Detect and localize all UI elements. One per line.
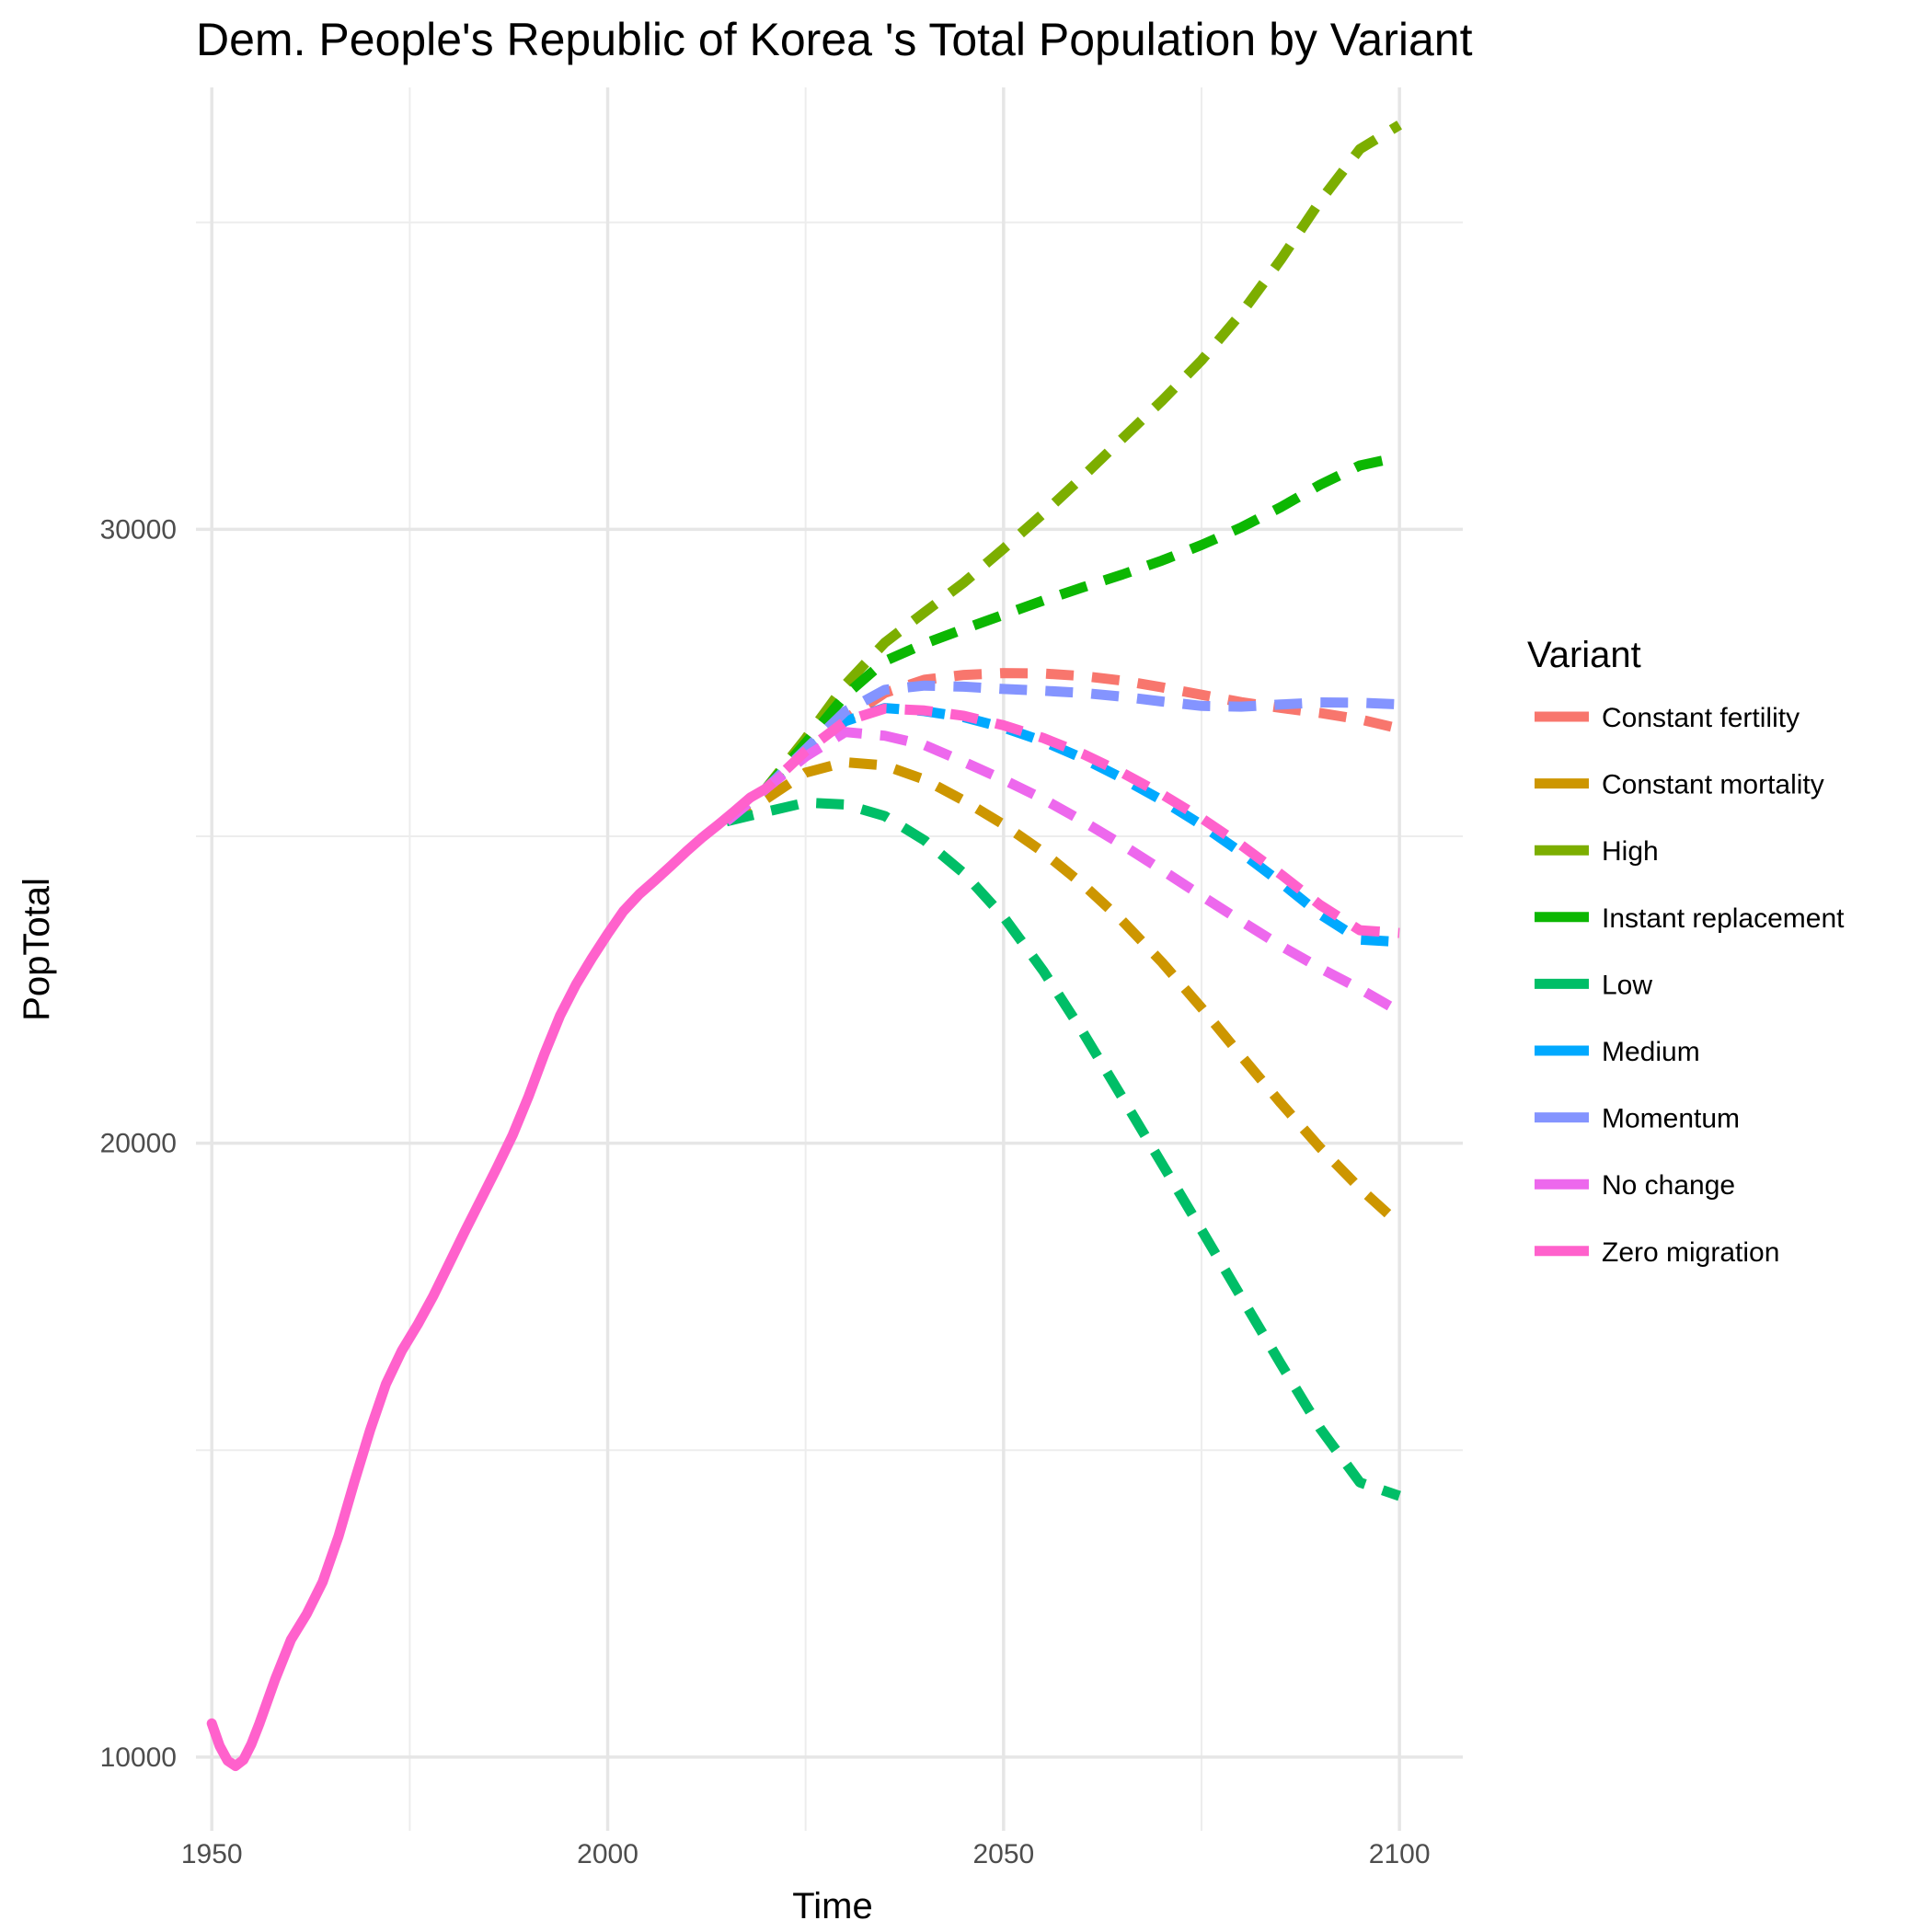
- legend-label-instant-replacement: Instant replacement: [1602, 903, 1845, 934]
- legend-title: Variant: [1527, 635, 1641, 675]
- y-tick-label: 20000: [100, 1129, 177, 1159]
- x-axis-title: Time: [792, 1886, 872, 1926]
- legend-label-low: Low: [1602, 970, 1652, 1000]
- legend-label-constant-fertility: Constant fertility: [1602, 703, 1800, 733]
- y-axis: 10000 20000 30000: [100, 514, 177, 1773]
- y-tick-label: 30000: [100, 514, 177, 545]
- series-line-no-change: [723, 727, 1402, 1017]
- series-layer: [206, 121, 1403, 1771]
- x-tick-label: 2100: [1369, 1839, 1431, 1869]
- legend-label-zero-migration: Zero migration: [1602, 1237, 1779, 1268]
- legend-label-no-change: No change: [1602, 1170, 1735, 1201]
- series-line-constant-mortality: [723, 757, 1403, 1228]
- series-line-low: [725, 797, 1401, 1501]
- x-tick-label: 2050: [972, 1839, 1034, 1869]
- series-line-momentum: [723, 680, 1400, 826]
- grid: [196, 87, 1463, 1831]
- x-tick-label: 2000: [577, 1839, 638, 1869]
- legend: Variant Constant fertility Constant morta…: [1527, 635, 1845, 1268]
- legend-label-constant-mortality: Constant mortality: [1602, 770, 1824, 800]
- y-axis-title: PopTotal: [17, 878, 57, 1021]
- legend-label-momentum: Momentum: [1602, 1104, 1740, 1134]
- x-tick-label: 1950: [181, 1839, 243, 1869]
- legend-label-high: High: [1602, 836, 1659, 867]
- legend-label-medium: Medium: [1602, 1037, 1700, 1067]
- series-line-high: [723, 121, 1402, 826]
- series-line-zero-migration: [747, 703, 1400, 938]
- series-line-instant-replacement: [723, 452, 1401, 826]
- series-line-zero-migration: [206, 792, 755, 1771]
- x-axis: 1950 2000 2050 2100: [181, 1839, 1431, 1869]
- y-tick-label: 10000: [100, 1742, 177, 1773]
- chart-title: Dem. People's Republic of Korea 's Total…: [196, 14, 1473, 65]
